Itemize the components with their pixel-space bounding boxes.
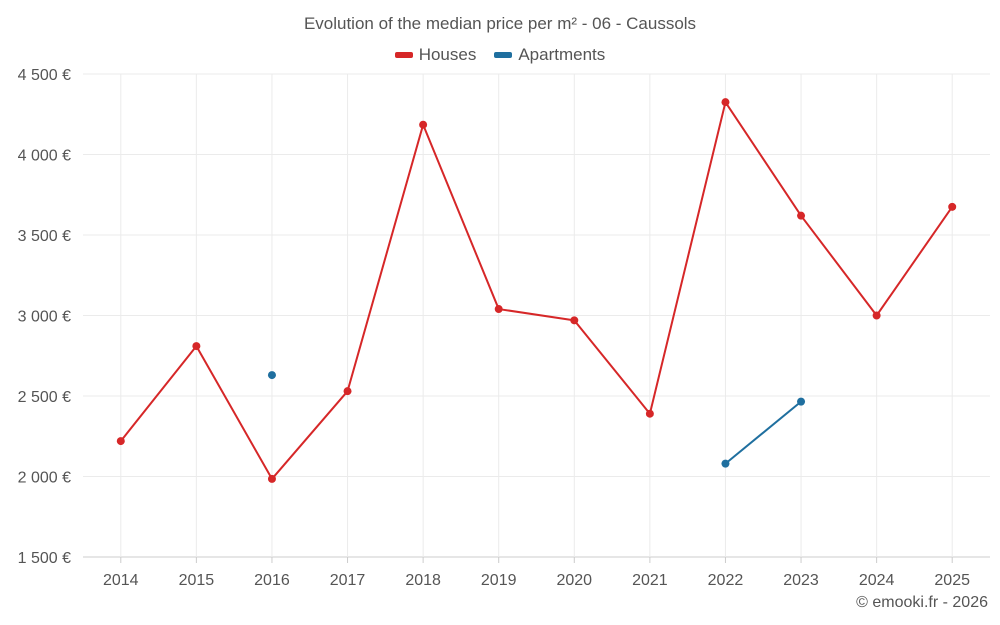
- x-tick-label: 2019: [481, 572, 517, 589]
- legend-item-houses[interactable]: Houses: [394, 45, 477, 65]
- data-point-houses-2022: [721, 98, 730, 107]
- x-tick-label: 2014: [103, 572, 139, 589]
- y-tick-label: 1 500 €: [18, 550, 71, 567]
- y-tick-label: 2 000 €: [18, 470, 71, 487]
- x-tick-label: 2023: [783, 572, 819, 589]
- data-point-houses-2021: [645, 409, 654, 418]
- credit-text: © emooki.fr - 2026: [856, 594, 988, 611]
- legend: Houses Apartments: [0, 45, 1000, 65]
- y-tick-label: 3 500 €: [18, 228, 71, 245]
- legend-swatch-apartments: [494, 52, 513, 58]
- x-tick-label: 2018: [405, 572, 441, 589]
- y-tick-label: 4 000 €: [18, 148, 71, 165]
- y-tick-label: 3 000 €: [18, 309, 71, 326]
- data-point-houses-2017: [343, 387, 352, 396]
- x-tick-label: 2020: [556, 572, 592, 589]
- chart-title: Evolution of the median price per m² - 0…: [303, 14, 697, 33]
- x-tick-label: 2024: [859, 572, 895, 589]
- x-tick-label: 2015: [179, 572, 215, 589]
- series-line-houses: [120, 101, 954, 480]
- x-tick-label: 2025: [934, 572, 970, 589]
- x-tick-label: 2022: [708, 572, 744, 589]
- data-point-houses-2023: [797, 211, 806, 220]
- x-tick-label: 2017: [330, 572, 366, 589]
- data-point-houses-2014: [116, 437, 125, 446]
- series-line-apartments: [724, 400, 802, 465]
- x-tick-label: 2021: [632, 572, 668, 589]
- data-point-apartments-2023: [797, 397, 806, 406]
- data-point-apartments-2016: [267, 371, 276, 380]
- data-point-houses-2016: [267, 474, 276, 483]
- data-point-houses-2020: [570, 316, 579, 325]
- data-point-apartments-2022: [721, 459, 730, 468]
- legend-label-houses: Houses: [418, 45, 477, 64]
- y-tick-label: 4 500 €: [18, 67, 71, 84]
- data-point-houses-2024: [872, 311, 881, 320]
- legend-item-apartments[interactable]: Apartments: [494, 45, 605, 65]
- legend-swatch-houses: [394, 52, 413, 58]
- y-tick-label: 2 500 €: [18, 389, 71, 406]
- data-point-houses-2015: [192, 342, 201, 351]
- x-tick-label: 2016: [254, 572, 290, 589]
- data-point-houses-2019: [494, 305, 503, 314]
- data-point-houses-2025: [948, 202, 957, 211]
- data-point-houses-2018: [419, 120, 428, 129]
- legend-label-apartments: Apartments: [518, 45, 606, 64]
